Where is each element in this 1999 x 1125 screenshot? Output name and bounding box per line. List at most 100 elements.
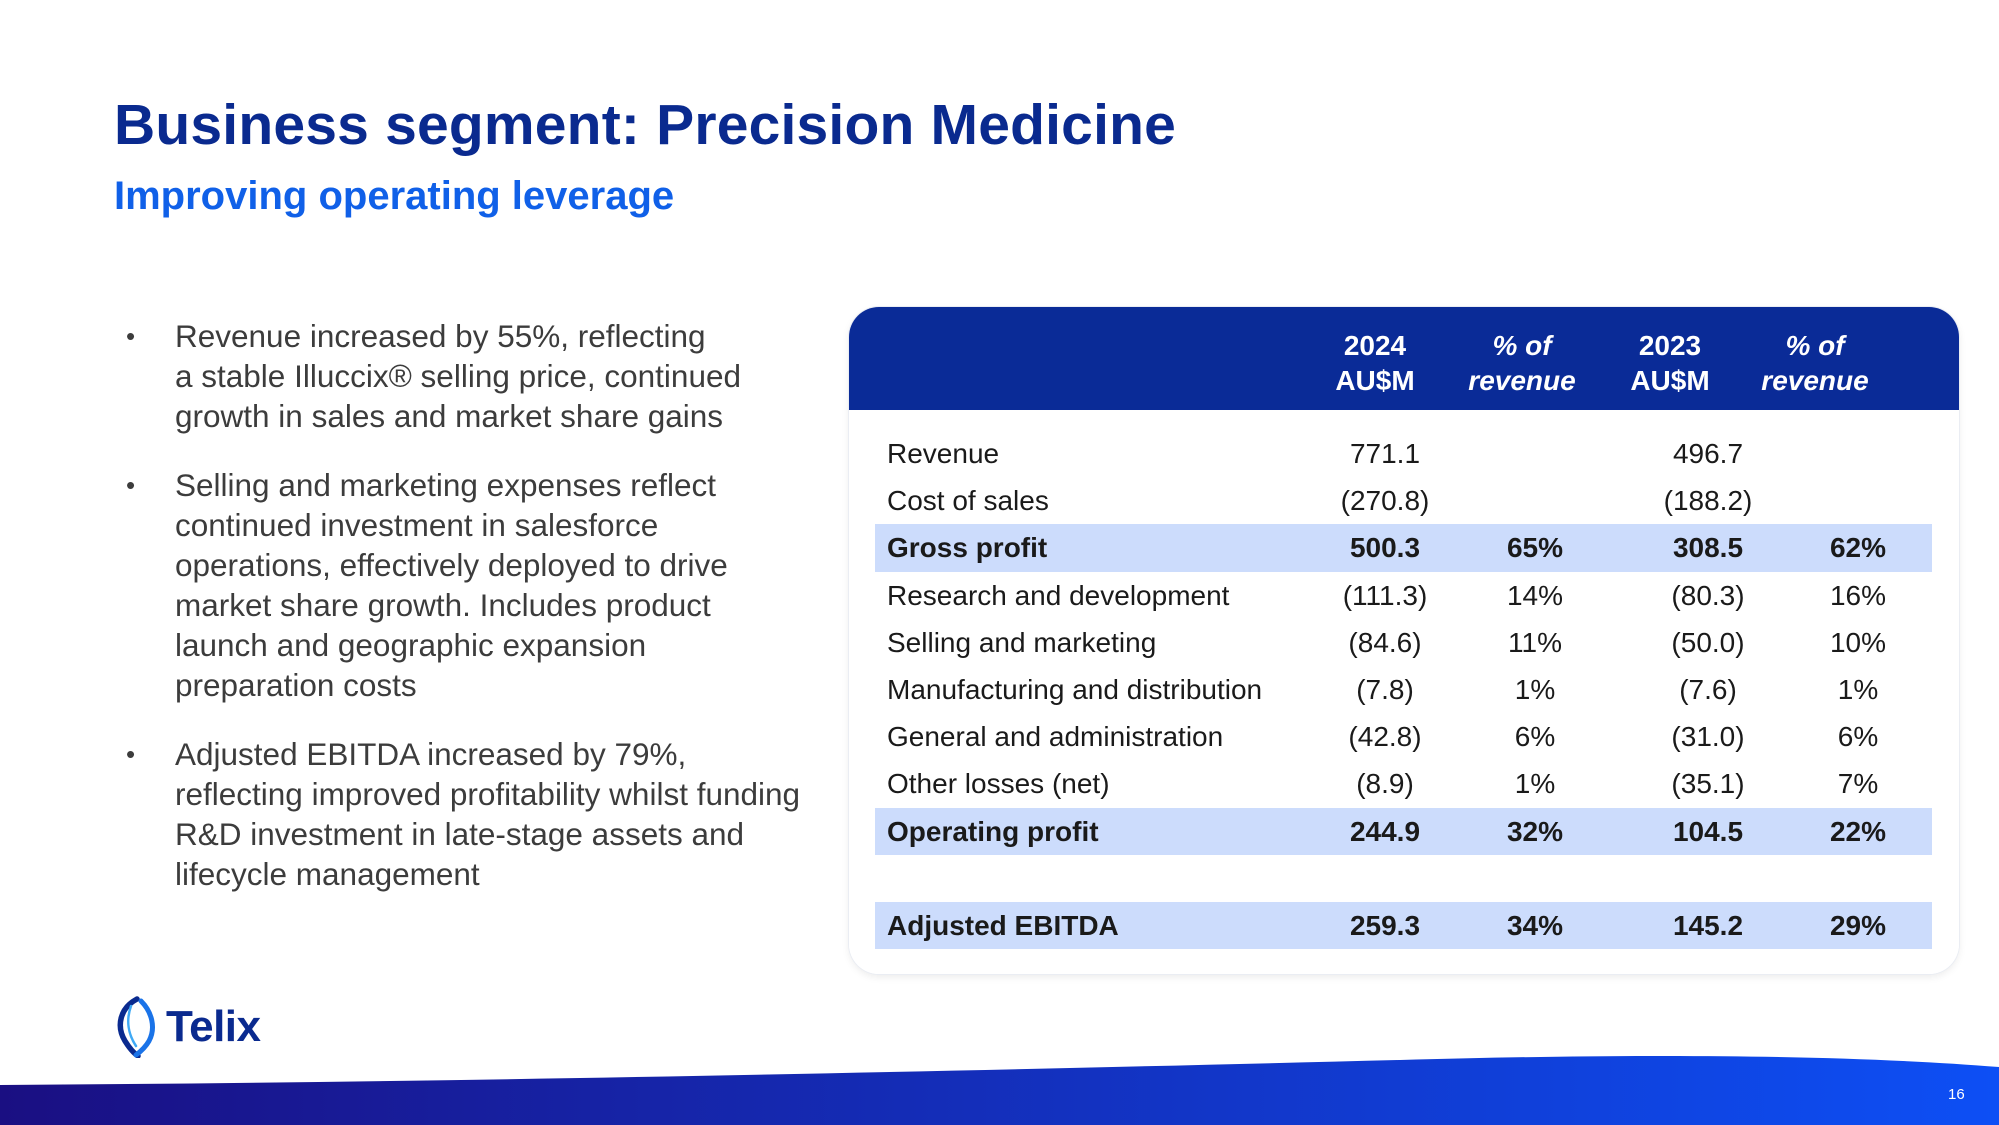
header-2023-pct: % of revenue [1740,328,1890,398]
row-value: (270.8) [1340,485,1430,517]
row-value: (80.3) [1671,579,1745,611]
row-value: (7.8) [1356,673,1414,705]
row-value: (8.9) [1356,768,1414,800]
table-row: Selling and marketing (84.6) 11% (50.0) 10% [875,619,1932,666]
bullet-line: operations, effectively deployed to driv… [175,547,728,583]
row-value: 259.3 [1349,909,1421,941]
bullet-dot: • [126,321,136,351]
table-row: Cost of sales (270.8) (188.2) [875,477,1932,524]
row-value: (35.1) [1671,768,1745,800]
row-label: Cost of sales [887,485,1049,517]
bottom-wave-band [0,1055,1999,1125]
page-number: 16 [1948,1086,1965,1103]
row-value: 771.1 [1349,438,1421,469]
row-label: Manufacturing and distribution [887,673,1263,705]
row-value: (111.3) [1342,579,1428,611]
row-value: 16% [1829,579,1887,611]
header-line: revenue [1761,365,1869,396]
row-value: (188.2) [1663,485,1753,517]
header-line: 2023 [1638,330,1702,361]
bullet-line: continued investment in salesforce [175,507,659,543]
row-label: Other losses (net) [887,768,1110,800]
header-line: % of [1785,330,1845,361]
row-value: 145.2 [1672,909,1744,941]
table-row: Operating profit 244.9 32% 104.5 22% [875,807,1932,855]
bullet-line: reflecting improved profitability whilst… [175,776,801,812]
logo-text: Telix [166,1002,261,1051]
row-value: 32% [1506,815,1564,847]
table-row: Research and development (111.3) 14% (80.3)… [875,572,1932,619]
slide-title: Business segment: Precision Medicine [114,93,1177,157]
bullet-line: market share growth. Includes product [175,587,711,623]
telix-helix-icon [117,996,155,1058]
row-label: General and administration [887,721,1224,753]
row-value: 104.5 [1672,815,1744,847]
financial-table-card: 2024 AU$M % of revenue 2023 AU$M % of revenue R… [849,307,1959,974]
slide-subtitle: Improving operating leverage [114,174,675,218]
row-value: (84.6) [1348,626,1422,658]
bullet-dot: • [126,470,136,500]
row-label: Selling and marketing [887,626,1157,658]
table-body-bg [849,410,1959,974]
table-row [875,855,1932,902]
row-value: 14% [1506,579,1564,611]
table-rows: Revenue 771.1 496.7 Cost of sales (270.8) (18… [875,430,1932,950]
bullet-line: Adjusted EBITDA increased by 79%, [175,736,687,772]
telix-logo: Telix [112,996,261,1058]
header-line: AU$M [1630,365,1710,396]
row-value: 7% [1837,768,1879,800]
row-value: 6% [1514,721,1556,753]
header-line: % of [1492,330,1552,361]
bullet-line: launch and geographic expansion [175,627,647,663]
row-label: Adjusted EBITDA [887,909,1119,941]
table-row: Other losses (net) (8.9) 1% (35.1) 7% [875,760,1932,807]
table-row: Manufacturing and distribution (7.8) 1% (7.… [875,666,1932,713]
row-value: 1% [1514,673,1556,705]
row-value: 29% [1829,909,1887,941]
row-label: Operating profit [887,815,1099,847]
table-row: Revenue 771.1 496.7 [875,430,1932,477]
row-value: 244.9 [1349,815,1421,847]
row-value: (7.6) [1679,673,1737,705]
header-line: 2024 [1343,330,1407,361]
table-row: Adjusted EBITDA 259.3 34% 145.2 29% [875,901,1932,950]
bullet-line: growth in sales and market share gains [175,398,724,434]
row-value: 62% [1829,532,1887,564]
bullet-item: • Adjusted EBITDA increased by 79%, reflec… [120,734,840,894]
bullet-dot: • [126,739,136,769]
row-value: 22% [1829,815,1887,847]
bullet-line: lifecycle management [175,856,480,892]
header-line: revenue [1468,365,1576,396]
row-value: 65% [1506,532,1564,564]
row-label: Revenue [887,438,1000,469]
bullet-line: R&D investment in late-stage assets and [175,816,745,852]
row-label: Research and development [887,579,1230,611]
row-value: 6% [1837,721,1879,753]
bullet-line: preparation costs [175,667,417,703]
row-value: 496.7 [1672,438,1744,469]
row-value: 308.5 [1672,532,1744,564]
table-row: General and administration (42.8) 6% (31.0)… [875,713,1932,760]
header-line: AU$M [1335,365,1415,396]
header-2023-aum: 2023 AU$M [1595,328,1745,398]
bullet-item: • Revenue increased by 55%, reflecting a s… [120,316,840,436]
bullet-list: • Revenue increased by 55%, reflecting a s… [120,316,840,923]
header-2024-pct: % of revenue [1447,328,1597,398]
row-value: (50.0) [1671,626,1745,658]
row-value: 34% [1506,909,1564,941]
header-2024-aum: 2024 AU$M [1300,328,1450,398]
row-value: (31.0) [1671,721,1745,753]
bullet-line: a stable Illuccix® selling price, contin… [175,358,742,394]
bullet-line: Revenue increased by 55%, reflecting [175,318,706,354]
row-value: 11% [1508,626,1562,658]
table-row: Gross profit 500.3 65% 308.5 62% [875,524,1932,572]
row-value: 500.3 [1349,532,1421,564]
row-value: 1% [1837,673,1879,705]
row-value: 10% [1829,626,1887,658]
row-label: Gross profit [887,532,1048,564]
row-value: 1% [1514,768,1556,800]
bullet-line: Selling and marketing expenses reflect [175,467,717,503]
table-header: 2024 AU$M % of revenue 2023 AU$M % of revenue [849,307,1959,410]
bullet-item: • Selling and marketing expenses reflect c… [120,465,840,705]
row-value: (42.8) [1348,721,1422,753]
